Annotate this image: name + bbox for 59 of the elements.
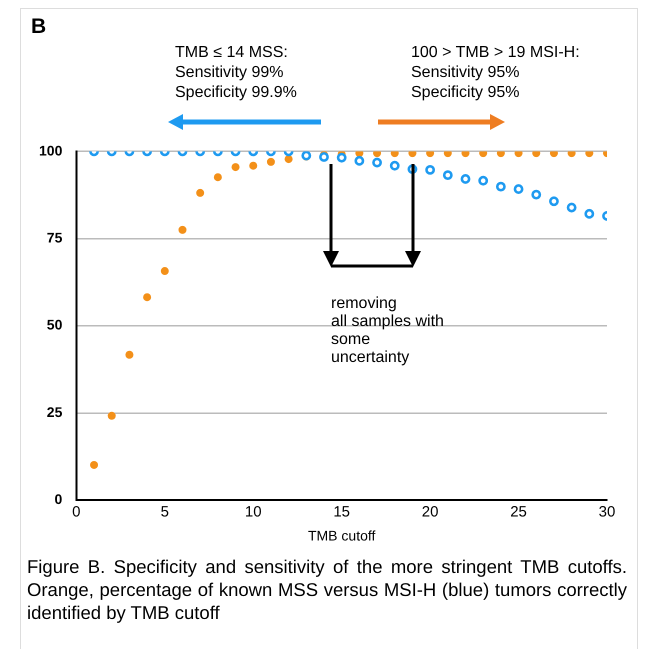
point [284,155,293,164]
point [90,460,98,469]
x-tick-label: 10 [244,503,262,520]
point [461,151,470,158]
point [125,350,134,359]
point [585,151,594,158]
y-tick-label: 25 [46,404,63,420]
point [143,293,152,302]
y-tick-label: 0 [54,491,63,508]
point [408,151,416,158]
point [426,151,434,158]
point [249,162,258,170]
point [479,151,488,158]
point [108,412,116,420]
point [355,151,364,158]
point [514,151,523,158]
point [442,170,453,180]
text: 100 > TMB > 19 MSI-H: Sensitivity 95% Specificity 95% [411,43,580,103]
x-tick-label: 25 [510,503,527,520]
x-axis-title: TMB cutoff [308,527,376,544]
point [549,196,559,206]
y-tick-label: 75 [46,229,63,246]
point [496,151,505,158]
text: Figure B. Specificity and sensitivity of the more stringent TMB cutoffs. Orange, percentage of known MSS versus MSI-H (blue) tumors correctly identified by TMB cutoff [27,555,627,624]
point [425,164,436,175]
point [514,184,524,194]
point [354,156,364,166]
point [160,267,169,276]
point [372,158,382,168]
point [566,202,577,212]
point [568,151,576,158]
point [390,151,399,158]
point [531,190,542,200]
point [178,226,186,234]
point [532,151,540,158]
point [496,182,506,192]
point [584,208,594,219]
y-tick-label: 100 [39,142,63,158]
point [478,176,488,186]
annotation: removing all samples with some uncertainty [331,295,444,367]
point [336,152,347,163]
x-tick-label: 5 [160,503,169,520]
point [550,151,558,158]
point [444,151,452,158]
x-tick-label: 20 [422,503,438,520]
x-tick-label: 30 [598,503,616,520]
point [214,173,222,182]
point [319,152,329,162]
x-tick-label: 0 [72,503,81,520]
point [196,188,204,197]
point [373,151,382,158]
text: TMB ≤ 14 MSS: Sensitivity 99% Specificity 99.9% [175,43,297,103]
x-tick-label: 15 [333,503,350,520]
point [460,174,470,184]
chart-title: B [31,15,46,39]
point [390,160,400,171]
point [232,163,240,172]
y-tick-label: 50 [46,316,63,333]
point [266,158,275,166]
